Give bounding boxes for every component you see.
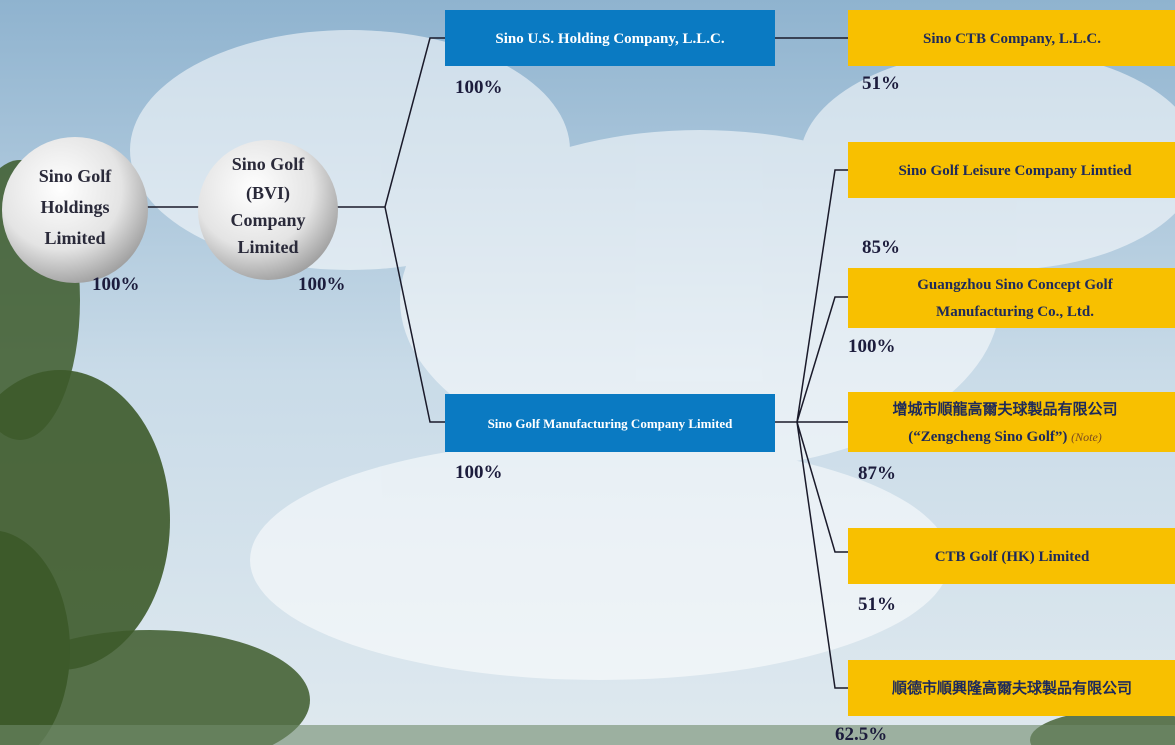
node-label: 增城市順龍高爾夫球製品有限公司	[892, 400, 1117, 418]
company-box	[445, 394, 775, 452]
company-box	[848, 660, 1175, 716]
node-label: CTB Golf (HK) Limited	[935, 549, 1090, 565]
golf-ball	[198, 140, 338, 280]
ground	[0, 725, 1175, 745]
node-label: Sino Golf (BVI) Company Limited	[230, 154, 305, 257]
percent: 100%	[848, 336, 896, 357]
percent: 62.5%	[835, 724, 887, 745]
connector	[336, 37, 445, 423]
company-box	[848, 392, 1175, 452]
percent: 87%	[858, 463, 896, 484]
connectors	[147, 37, 848, 689]
percent: 100%	[455, 77, 503, 98]
percent: 100%	[455, 462, 503, 483]
node-label: Sino Golf Manufacturing Company Limited	[488, 416, 734, 431]
company-box	[848, 528, 1175, 584]
percent: 51%	[858, 594, 896, 615]
percent: 100%	[92, 274, 140, 295]
node-label: Sino Golf Leisure Company Limtied	[898, 163, 1132, 179]
node-label: Sino Golf Holdings Limited	[39, 166, 113, 248]
golf-ball	[2, 137, 148, 283]
percent: 85%	[862, 237, 900, 258]
node-label: 順德市順興隆高爾夫球製品有限公司	[891, 679, 1132, 697]
connector	[775, 169, 848, 689]
company-box	[848, 142, 1175, 198]
node-label: Sino U.S. Holding Company, L.L.C.	[495, 31, 724, 47]
percent: 51%	[862, 73, 900, 94]
node-label: Sino CTB Company, L.L.C.	[923, 31, 1101, 47]
company-box	[848, 268, 1175, 328]
company-box	[848, 10, 1175, 66]
company-box	[445, 10, 775, 66]
percent: 100%	[298, 274, 346, 295]
node-label: Guangzhou Sino Concept Golf Manufacturing…	[917, 277, 1113, 320]
node-label: (“Zengcheng Sino Golf”) (Note)	[908, 429, 1102, 445]
